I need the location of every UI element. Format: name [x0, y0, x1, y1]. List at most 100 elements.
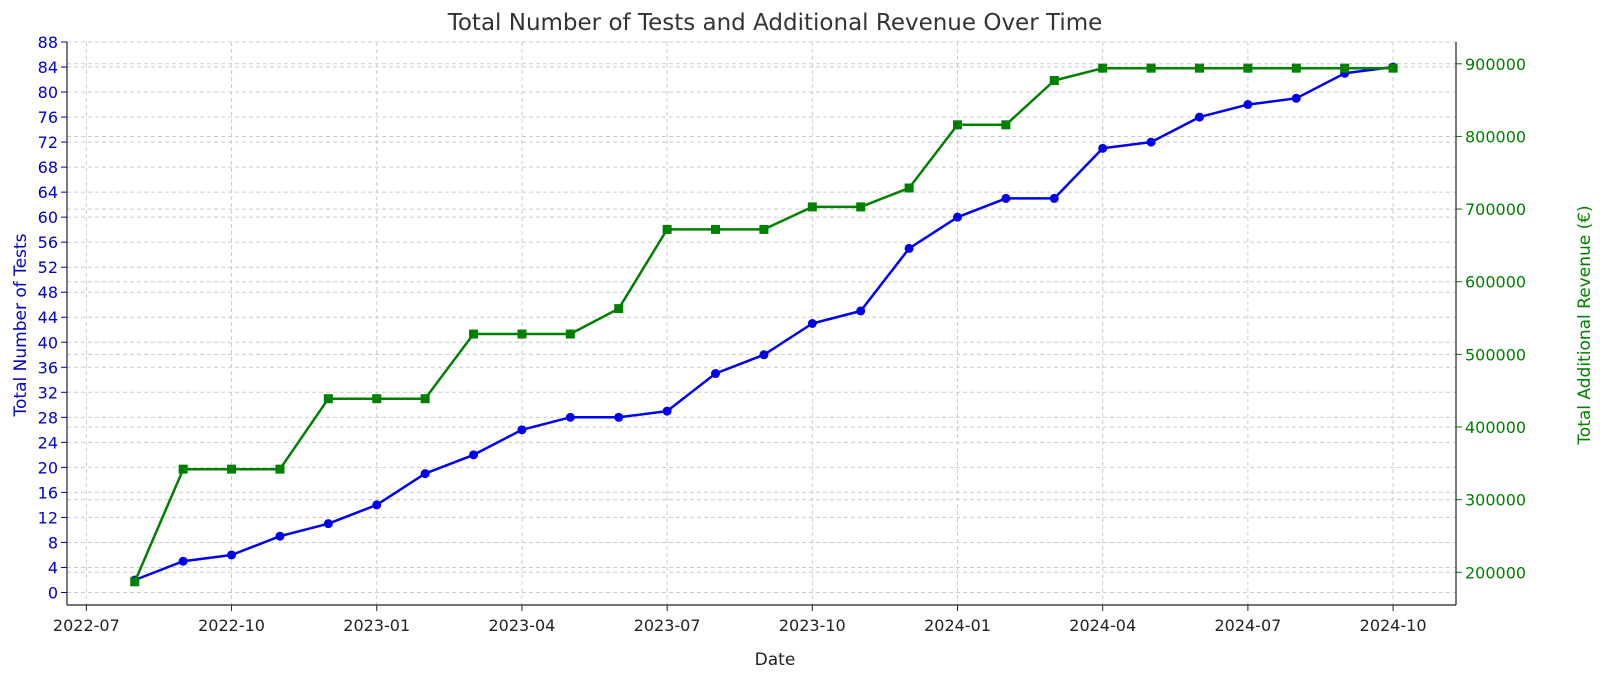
tests-data-point	[275, 531, 285, 541]
x-tick-label: 2024-04	[1069, 616, 1136, 635]
x-tick-label: 2024-10	[1360, 616, 1427, 635]
tests-data-point	[517, 425, 527, 435]
revenue-data-point	[614, 304, 624, 314]
x-axis-label: Date	[755, 650, 796, 670]
tests-data-point	[469, 450, 479, 460]
tests-data-point	[565, 412, 575, 422]
y-right-tick-label: 600000	[1465, 273, 1526, 292]
axes-layer: 2022-07 2022-10 2023-01 2023-04 2023-07 2023-…	[38, 33, 1526, 635]
y-left-tick-label: 20	[38, 458, 58, 477]
series-layer	[130, 62, 1398, 587]
tests-data-point	[1001, 193, 1011, 203]
revenue-data-point	[1340, 63, 1350, 73]
revenue-data-point	[759, 224, 769, 234]
chart-title: Total Number of Tests and Additional Rev…	[447, 10, 1103, 36]
revenue-data-point	[1001, 120, 1011, 130]
y-right-tick-label: 800000	[1465, 127, 1526, 146]
revenue-data-point	[1291, 63, 1301, 73]
revenue-data-point	[372, 394, 382, 404]
y-right-tick-label: 200000	[1465, 563, 1526, 582]
tests-data-point	[1291, 93, 1301, 103]
y-right-axis-label: Total Additional Revenue (€)	[1575, 205, 1595, 445]
y-left-tick-label: 0	[48, 583, 58, 602]
y-right-tick-label: 400000	[1465, 418, 1526, 437]
y-left-tick-label: 76	[38, 108, 58, 127]
revenue-data-point	[565, 329, 575, 339]
revenue-data-point	[904, 183, 914, 193]
tests-data-point	[953, 212, 963, 222]
y-left-tick-label: 72	[38, 133, 58, 152]
y-left-tick-label: 68	[38, 158, 58, 177]
tests-data-point	[1049, 193, 1059, 203]
y-left-tick-label: 24	[38, 433, 58, 452]
tests-data-point	[711, 369, 721, 379]
x-tick-label: 2022-07	[53, 616, 120, 635]
y-left-tick-label: 88	[38, 33, 58, 52]
y-left-tick-label: 32	[38, 383, 58, 402]
revenue-data-point	[517, 329, 527, 339]
y-left-tick-label: 4	[48, 558, 58, 577]
tests-data-point	[227, 550, 237, 560]
revenue-data-point	[1388, 63, 1398, 73]
x-tick-label: 2024-07	[1214, 616, 1281, 635]
tests-data-point	[178, 556, 188, 566]
revenue-data-point	[662, 224, 672, 234]
tests-data-point	[1194, 112, 1204, 122]
revenue-data-point	[227, 464, 237, 474]
tests-data-point	[1098, 143, 1108, 153]
tests-data-point	[372, 500, 382, 510]
x-tick-label: 2023-04	[489, 616, 556, 635]
y-left-tick-label: 12	[38, 508, 58, 527]
tests-data-point	[856, 306, 866, 316]
y-left-tick-label: 60	[38, 208, 58, 227]
tests-data-point	[323, 519, 333, 529]
tests-data-point	[420, 469, 430, 479]
revenue-data-point	[1243, 63, 1253, 73]
grid-layer	[67, 41, 1456, 605]
x-tick-label: 2023-07	[634, 616, 701, 635]
y-left-tick-label: 16	[38, 483, 58, 502]
revenue-data-point	[178, 464, 188, 474]
x-tick-label: 2023-01	[343, 616, 410, 635]
revenue-data-point	[807, 202, 817, 212]
y-left-tick-label: 36	[38, 358, 58, 377]
revenue-data-point	[469, 329, 479, 339]
revenue-data-point	[1049, 76, 1059, 86]
y-left-tick-label: 40	[38, 333, 58, 352]
y-left-tick-label: 52	[38, 258, 58, 277]
revenue-data-point	[1194, 63, 1204, 73]
tests-data-point	[759, 350, 769, 360]
revenue-data-point	[1098, 63, 1108, 73]
y-right-tick-label: 500000	[1465, 345, 1526, 364]
y-left-tick-label: 48	[38, 283, 58, 302]
y-right-tick-label: 900000	[1465, 55, 1526, 74]
x-tick-label: 2023-10	[779, 616, 846, 635]
tests-data-point	[1243, 100, 1253, 110]
revenue-data-point	[420, 394, 430, 404]
revenue-data-point	[323, 394, 333, 404]
y-left-tick-label: 64	[38, 183, 58, 202]
tests-series-line	[134, 65, 1394, 582]
tests-data-point	[1146, 137, 1156, 147]
y-right-tick-label: 300000	[1465, 491, 1526, 510]
revenue-data-point	[953, 120, 963, 130]
revenue-data-point	[856, 202, 866, 212]
y-left-tick-label: 80	[38, 83, 58, 102]
revenue-data-point	[130, 577, 140, 587]
tests-data-point	[614, 412, 624, 422]
y-right-tick-label: 700000	[1465, 200, 1526, 219]
y-left-tick-label: 28	[38, 408, 58, 427]
revenue-data-point	[711, 224, 721, 234]
revenue-data-point	[1146, 63, 1156, 73]
y-left-axis-label: Total Number of Tests	[11, 233, 31, 417]
y-left-tick-label: 84	[38, 58, 58, 77]
x-tick-label: 2024-01	[924, 616, 991, 635]
x-tick-label: 2022-10	[198, 616, 265, 635]
y-left-tick-label: 8	[48, 533, 58, 552]
y-left-tick-label: 44	[38, 308, 58, 327]
revenue-series-line	[133, 66, 1394, 583]
y-left-tick-label: 56	[38, 233, 58, 252]
revenue-data-point	[275, 464, 285, 474]
